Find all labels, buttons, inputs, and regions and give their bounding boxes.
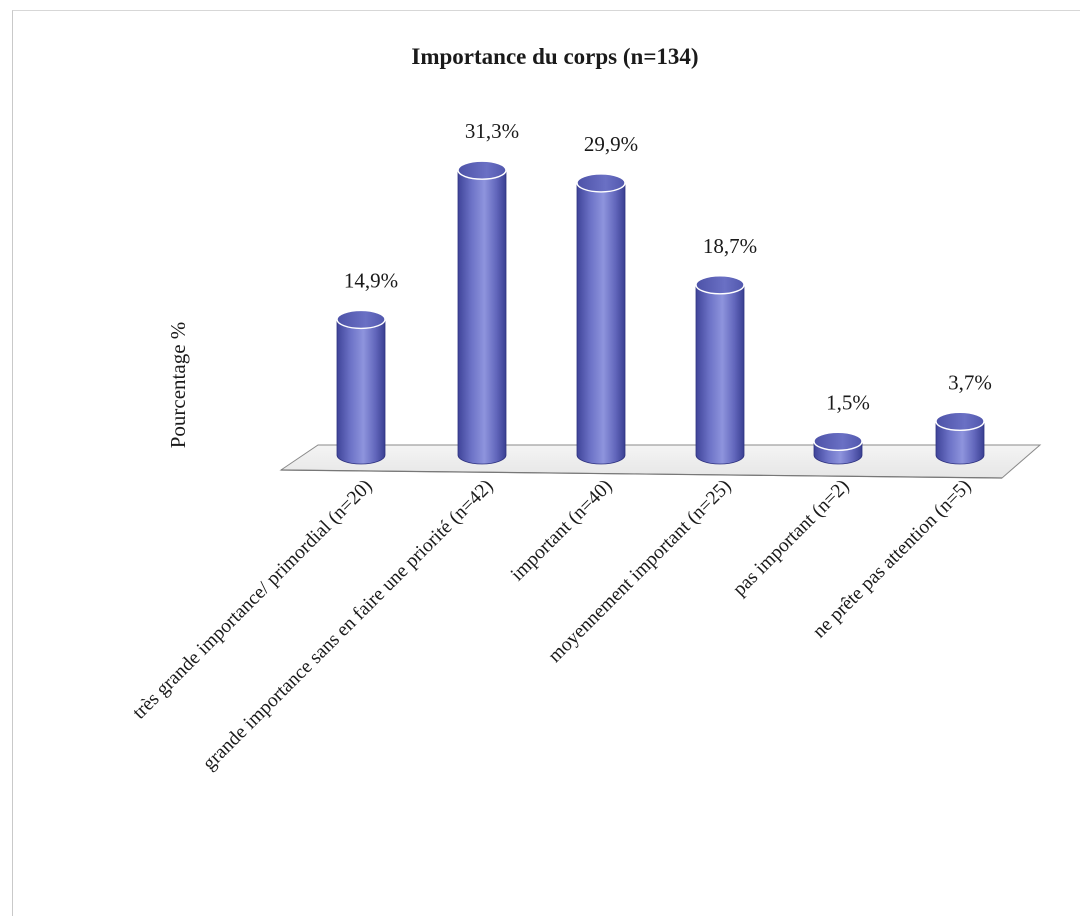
bar-2 [457, 160, 507, 465]
bar-top-6 [935, 411, 985, 432]
bar-4 [695, 275, 745, 465]
category-label-5: pas important (n=2) [729, 476, 853, 600]
bar-body-3 [576, 182, 626, 465]
bar-top-5 [813, 431, 863, 452]
data-label-6: 3,7% [948, 370, 992, 394]
chart-floor [279, 444, 1042, 479]
bar-body-1 [336, 319, 386, 465]
bar-6 [935, 411, 985, 465]
bar-body-2 [457, 169, 507, 465]
floor-front-edge [280, 469, 1003, 479]
data-label-4: 18,7% [703, 234, 757, 258]
category-label-3: important (n=40) [507, 476, 617, 586]
bar-top-1 [336, 309, 386, 330]
bar-5 [813, 431, 863, 465]
bars-group [336, 160, 985, 465]
bar-body-6 [935, 420, 985, 465]
chart-frame [12, 10, 1080, 916]
data-label-1: 14,9% [344, 268, 398, 292]
data-labels-group: 14,9% 31,3% 29,9% 18,7% 1,5% 3,7% [344, 119, 992, 414]
y-axis-label: Pourcentage % [166, 322, 190, 449]
bar-top-2 [457, 160, 507, 180]
bar-3 [576, 173, 626, 465]
bar-top-3 [576, 173, 626, 193]
category-labels-group: très grande importance/ primordial (n=20… [129, 476, 976, 775]
bar-body-4 [695, 284, 745, 465]
data-label-3: 29,9% [584, 132, 638, 156]
data-label-5: 1,5% [826, 390, 870, 414]
bar-top-4 [695, 275, 745, 295]
category-label-2: grande importance sans en faire une prio… [199, 476, 498, 775]
bar-1 [336, 309, 386, 465]
data-label-2: 31,3% [465, 119, 519, 143]
chart-title: Importance du corps (n=134) [411, 44, 698, 69]
category-label-1: très grande importance/ primordial (n=20… [129, 476, 377, 724]
